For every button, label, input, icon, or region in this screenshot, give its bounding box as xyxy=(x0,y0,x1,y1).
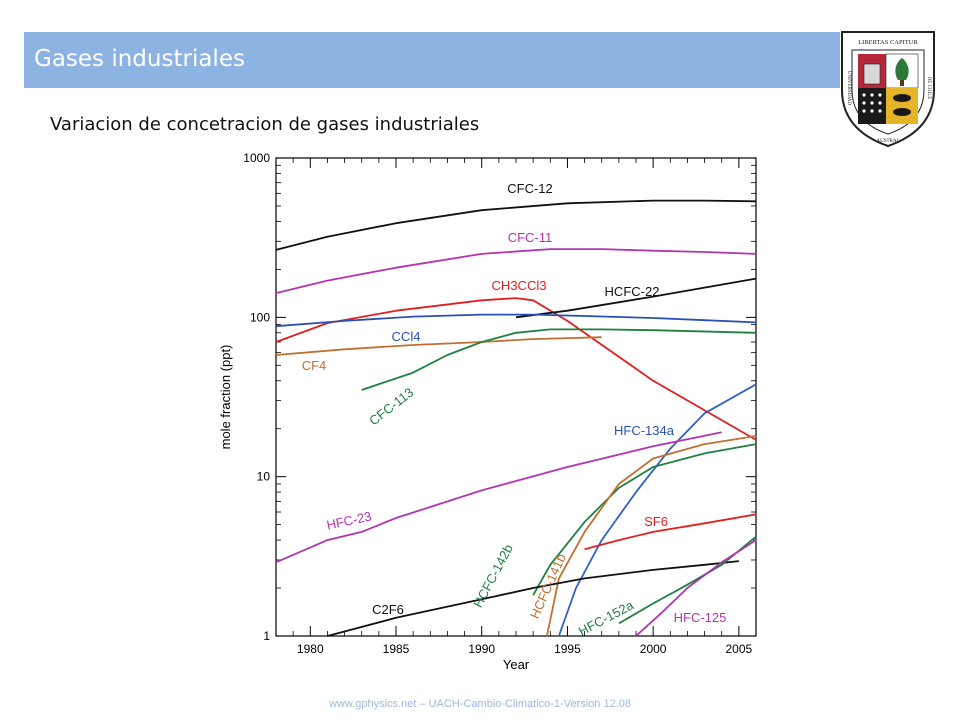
series-label-cfc-12: CFC-12 xyxy=(507,181,553,196)
series-label-hcfc-141b: HCFC-141b xyxy=(527,551,569,620)
y-axis-label: mole fraction (ppt) xyxy=(218,345,233,450)
x-tick-label: 2000 xyxy=(640,642,667,656)
series-line-hfc-23 xyxy=(275,431,722,564)
series-line-hcfc-141b xyxy=(546,435,757,637)
y-tick-label: 100 xyxy=(250,310,270,324)
series-label-c2f6: C2F6 xyxy=(372,602,404,617)
series-line-ccl4 xyxy=(275,313,757,328)
slide-footer: www.gphysics.net – UACH-Cambio-Climatico… xyxy=(328,698,631,710)
series-line-ch3ccl3 xyxy=(275,297,757,441)
x-tick-label: 1990 xyxy=(468,642,495,656)
crest-left-text: UNIVERSIDAD xyxy=(846,71,851,106)
x-tick-label: 1985 xyxy=(383,642,410,656)
y-tick-label: 10 xyxy=(257,470,271,484)
series-line-cf4 xyxy=(275,336,602,356)
y-tick-label: 1 xyxy=(263,629,270,643)
x-tick-label: 2005 xyxy=(726,642,753,656)
gas-concentration-chart: 1 10 100 1000 1980 1985 1990 1995 2000 2005 Year mo… xyxy=(218,151,757,672)
slide-title: Gases industriales xyxy=(34,46,245,72)
crest-bottom-text: AUSTRAL xyxy=(876,139,899,144)
x-tick-label: 1995 xyxy=(554,642,581,656)
university-crest-logo: LIBERTAS CAPITUR UNIVERSIDAD AUSTRAL DE … xyxy=(841,31,935,148)
series-line-hfc-134a xyxy=(558,383,757,637)
series-line-cfc-11 xyxy=(275,248,757,294)
series-line-hcfc-142b xyxy=(532,443,757,596)
y-tick-label: 1000 xyxy=(243,151,270,165)
series-label-ch3ccl3: CH3CCl3 xyxy=(492,278,547,293)
series-label-ccl4: CCl4 xyxy=(392,329,421,344)
series-label-cfc-11: CFC-11 xyxy=(508,230,553,245)
series-line-c2f6 xyxy=(327,560,739,637)
series-label-cfc-113: CFC-113 xyxy=(366,385,416,429)
crest-right-text: DE CHILE xyxy=(926,77,931,100)
slide-subtitle: Variacion de concetracion de gases indus… xyxy=(50,114,480,135)
series-line-cfc-12 xyxy=(275,199,757,251)
series-label-hcfc-22: HCFC-22 xyxy=(605,284,660,299)
series-label-hfc-23: HFC-23 xyxy=(325,509,373,533)
series-line-cfc-113 xyxy=(361,328,757,391)
series-line-sf6 xyxy=(584,513,757,551)
series-line-hfc-125 xyxy=(635,539,757,637)
series-label-hcfc-142b: HCFC-142b xyxy=(470,542,516,610)
series-label-sf6: SF6 xyxy=(644,514,668,529)
series-label-cf4: CF4 xyxy=(302,358,327,373)
series-label-hfc-134a: HFC-134a xyxy=(614,423,675,438)
x-axis-label: Year xyxy=(503,657,530,672)
crest-top-text: LIBERTAS CAPITUR xyxy=(858,39,918,46)
series-label-hfc-125: HFC-125 xyxy=(674,610,727,625)
title-bar: Gases industriales xyxy=(24,32,840,88)
x-tick-label: 1980 xyxy=(297,642,324,656)
